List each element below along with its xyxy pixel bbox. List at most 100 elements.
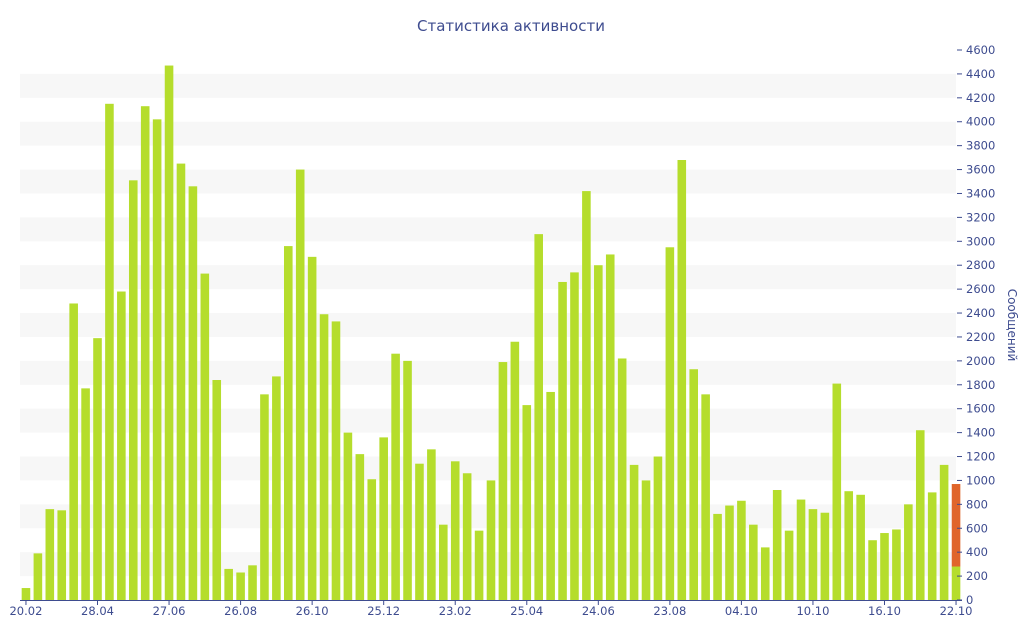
y-tick-label: 3000 (966, 234, 995, 248)
bar (725, 505, 734, 600)
bar (832, 383, 842, 600)
bar (605, 254, 615, 600)
bar (772, 490, 782, 600)
bar (21, 588, 31, 600)
y-tick-label: 800 (966, 497, 988, 511)
bar (152, 119, 162, 600)
bars (21, 65, 961, 601)
bar (367, 479, 377, 600)
x-tick-label: 27.06 (153, 604, 186, 618)
bar (808, 509, 818, 600)
bar (474, 530, 484, 600)
bar (915, 430, 925, 600)
bar (224, 568, 233, 600)
bar (307, 256, 317, 600)
bar (343, 432, 353, 600)
bar (677, 160, 687, 600)
y-tick-label: 1400 (966, 426, 995, 440)
y-tick-label: 3200 (966, 210, 995, 224)
bar (927, 492, 937, 600)
y-tick-label: 1600 (966, 402, 995, 416)
bar (236, 572, 245, 600)
x-tick-label: 04.10 (725, 604, 758, 618)
bar (510, 341, 520, 600)
x-axis-ticks: 20.02 28.04 27.06 26.08 26.10 25.12 23.02 25.04… (9, 600, 973, 618)
y-tick-label: 4600 (966, 43, 995, 57)
grid-band (20, 169, 956, 194)
bar (462, 473, 472, 600)
grid-band (20, 456, 956, 481)
bar (784, 530, 794, 600)
bar (617, 358, 627, 600)
bar (283, 246, 293, 600)
x-tick-label: 26.08 (224, 604, 257, 618)
y-tick-label: 1000 (966, 473, 995, 487)
bar (248, 565, 257, 600)
x-tick-label: 10.10 (796, 604, 829, 618)
y-tick-label: 4200 (966, 91, 995, 105)
y-tick-label: 4400 (966, 67, 995, 81)
bar (260, 394, 269, 600)
bar (939, 464, 949, 600)
y-tick-label: 2600 (966, 282, 995, 296)
y-tick-label: 2800 (966, 258, 995, 272)
y-tick-label: 1200 (966, 450, 995, 464)
bar (665, 247, 675, 601)
bar (856, 494, 865, 600)
x-tick-label: 25.04 (510, 604, 543, 618)
x-tick-label: 24.06 (582, 604, 615, 618)
bar (81, 388, 90, 600)
x-tick-label: 23.08 (653, 604, 686, 618)
bar (844, 491, 854, 600)
x-tick-label: 28.04 (81, 604, 114, 618)
x-tick-label: 25.12 (367, 604, 400, 618)
chart-title: Статистика активности (417, 17, 605, 35)
bar (415, 463, 424, 600)
bar (594, 265, 603, 600)
bar (904, 504, 913, 600)
bar (93, 338, 102, 600)
y-tick-label: 3600 (966, 163, 995, 177)
bar (355, 454, 365, 600)
bar (880, 533, 889, 600)
grid-band (20, 217, 956, 242)
bar (570, 272, 579, 600)
grid-band (20, 265, 956, 290)
grid-band (20, 121, 956, 146)
bar (33, 553, 43, 600)
grid-band (20, 360, 956, 385)
y-tick-label: 4000 (966, 115, 995, 129)
bar (272, 376, 281, 600)
bar (200, 273, 210, 600)
bar (641, 480, 651, 600)
bar-current (951, 484, 961, 567)
x-tick-label: 26.10 (296, 604, 329, 618)
bar (892, 529, 901, 600)
x-tick-label: 22.10 (940, 604, 973, 618)
bar (558, 281, 567, 600)
bar (117, 291, 126, 600)
bar (713, 513, 722, 600)
grid-band (20, 313, 956, 337)
bar (689, 369, 699, 600)
bar (450, 461, 460, 600)
y-tick-label: 200 (966, 569, 988, 583)
bar (582, 191, 591, 600)
bar (128, 180, 138, 600)
x-tick-label: 23.02 (439, 604, 472, 618)
bar (737, 500, 746, 600)
bar (319, 314, 329, 600)
bar (212, 380, 222, 600)
bar (760, 547, 770, 600)
y-tick-label: 2000 (966, 354, 995, 368)
bar (749, 524, 758, 600)
grid-band (20, 408, 956, 433)
bar (188, 186, 198, 600)
bar (140, 106, 150, 601)
bar (439, 524, 448, 600)
y-tick-label: 600 (966, 521, 988, 535)
background-bands (20, 73, 956, 577)
bar (653, 456, 663, 600)
bar (331, 321, 341, 600)
